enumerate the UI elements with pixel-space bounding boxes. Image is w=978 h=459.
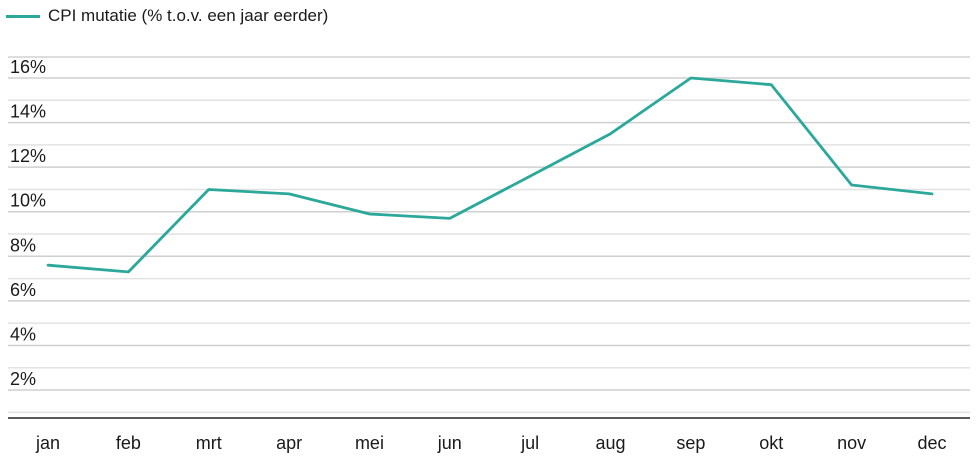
x-axis-ticks: jan feb mrt apr mei jun jul aug sep okt nov dec bbox=[35, 433, 947, 453]
y-tick-label: 14% bbox=[10, 102, 46, 122]
y-tick-label: 12% bbox=[10, 146, 46, 166]
y-tick-label: 8% bbox=[10, 235, 36, 255]
x-tick-label: mei bbox=[355, 433, 384, 453]
x-tick-label: jan bbox=[35, 433, 60, 453]
x-tick-label: dec bbox=[917, 433, 946, 453]
legend-label: CPI mutatie (% t.o.v. een jaar eerder) bbox=[48, 6, 329, 25]
series-line bbox=[46, 76, 934, 274]
x-tick-label: feb bbox=[116, 433, 141, 453]
x-tick-label: apr bbox=[276, 433, 302, 453]
legend-line-swatch bbox=[6, 14, 40, 18]
y-tick-label: 10% bbox=[10, 191, 46, 211]
x-tick-label: jul bbox=[520, 433, 539, 453]
y-tick-label: 2% bbox=[10, 369, 36, 389]
y-axis-ticks: 2% 4% 6% 8% 10% 12% 14% 16% bbox=[10, 57, 46, 389]
x-tick-label: aug bbox=[596, 433, 626, 453]
x-tick-label: mrt bbox=[196, 433, 222, 453]
y-tick-label: 4% bbox=[10, 324, 36, 344]
legend: CPI mutatie (% t.o.v. een jaar eerder) bbox=[6, 4, 328, 28]
y-tick-label: 6% bbox=[10, 280, 36, 300]
x-tick-label: okt bbox=[759, 433, 783, 453]
x-tick-label: sep bbox=[676, 433, 705, 453]
y-tick-label: 16% bbox=[10, 57, 46, 77]
x-tick-label: nov bbox=[837, 433, 866, 453]
gridlines bbox=[8, 56, 970, 414]
x-tick-label: jun bbox=[437, 433, 462, 453]
series-group bbox=[46, 76, 934, 274]
